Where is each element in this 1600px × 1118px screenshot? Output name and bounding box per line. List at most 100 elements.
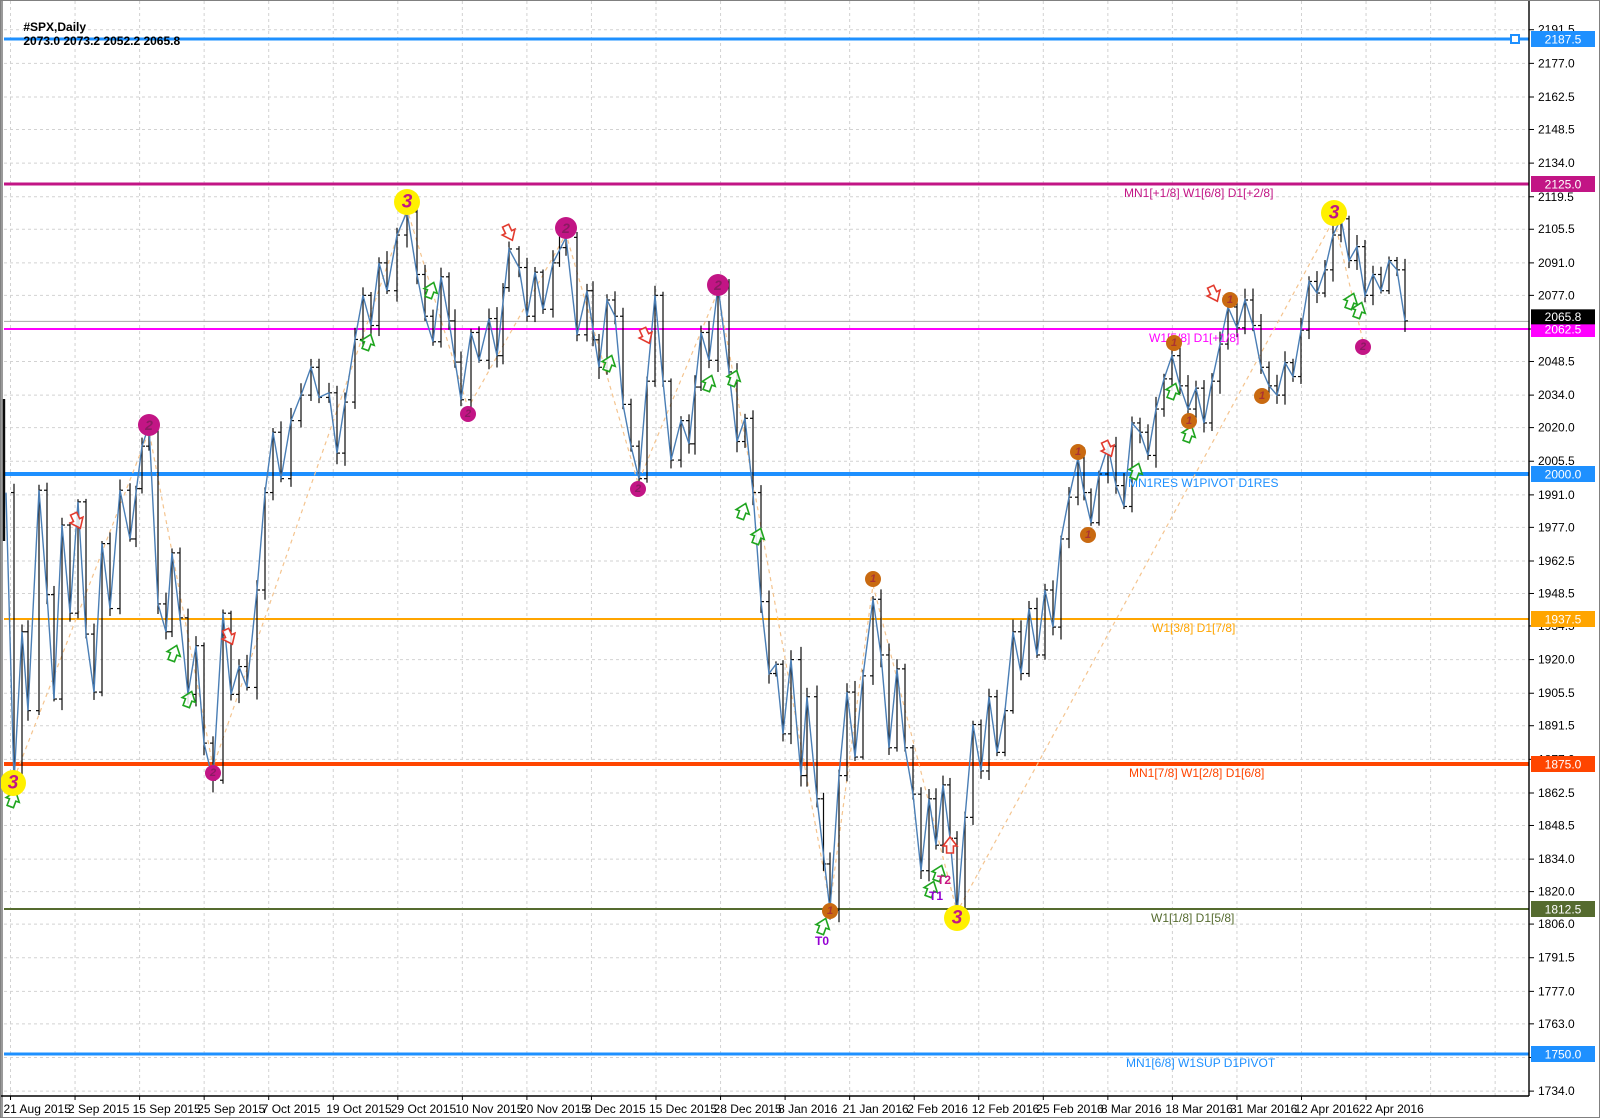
level-price-box-value: 1937.5	[1545, 613, 1582, 627]
level-price-box	[1531, 466, 1595, 482]
level-price-box-value: 2062.5	[1545, 323, 1582, 337]
level-price-box-value: 1875.0	[1545, 758, 1582, 772]
buy-arrow-icon	[725, 369, 742, 388]
wave2-small-marker	[1355, 339, 1371, 355]
price-tick-label: 1920.0	[1538, 653, 1575, 667]
date-tick-label: 15 Dec 2015	[649, 1102, 717, 1116]
wave1-marker-number: 1	[1227, 294, 1233, 306]
wave2-marker	[138, 414, 160, 436]
symbol-period-label: #SPX,Daily	[23, 20, 87, 34]
wave3-marker	[1, 770, 26, 796]
buy-arrow-icon	[600, 354, 617, 373]
date-tick-label: 8 Jan 2016	[778, 1102, 838, 1116]
buy-arrow-icon	[165, 644, 182, 663]
level-label: MN1[6/8] W1SUP D1PIVOT	[1126, 1056, 1276, 1070]
buy-arrow-icon	[922, 880, 939, 899]
wave3-marker	[944, 905, 970, 931]
sell-arrow-icon	[220, 627, 237, 646]
wave2-small-marker	[460, 406, 476, 422]
sell-arrow-icon	[500, 223, 517, 242]
buy-arrow-icon	[734, 502, 751, 521]
wave1-marker-number: 1	[1186, 415, 1192, 427]
buy-arrow-icon	[1127, 462, 1144, 481]
sell-arrow-icon	[1099, 439, 1116, 458]
wave1-marker	[1070, 444, 1086, 460]
date-tick-label: 25 Feb 2016	[1036, 1102, 1104, 1116]
price-tick-label: 2034.0	[1538, 388, 1575, 402]
level-line-handle-icon	[1510, 34, 1520, 44]
date-tick-label: 31 Mar 2016	[1230, 1102, 1298, 1116]
price-tick-label: 2077.0	[1538, 288, 1575, 302]
wave1-marker	[1222, 292, 1238, 308]
level-price-box-value: 1750.0	[1545, 1048, 1582, 1062]
wave1-marker-number: 1	[870, 573, 876, 585]
price-tick-label: 1991.0	[1538, 488, 1575, 502]
level-price-box	[1531, 321, 1595, 337]
date-tick-label: 28 Dec 2015	[714, 1102, 782, 1116]
date-tick-label: 10 Nov 2015	[455, 1102, 523, 1116]
wave1-marker	[1181, 413, 1197, 429]
wave2-small-marker-number: 2	[1359, 341, 1366, 353]
wave3-marker	[1321, 200, 1347, 226]
price-tick-label: 1791.5	[1538, 951, 1575, 965]
price-tick-label: 2048.5	[1538, 354, 1575, 368]
price-tick-label: 2148.5	[1538, 122, 1575, 136]
wave1-marker-number: 1	[1171, 337, 1177, 349]
zigzag-line	[5, 209, 1406, 915]
level-label: W1[5/8] D1[+1/8]	[1149, 331, 1239, 345]
buy-arrow-icon	[422, 281, 439, 300]
level-label: MN1[7/8] W1[2/8] D1[6/8]	[1129, 766, 1264, 780]
wave1-marker	[865, 571, 881, 587]
wave1-marker	[1166, 335, 1182, 351]
level-price-box	[1531, 176, 1595, 192]
price-tick-label: 1734.0	[1538, 1084, 1575, 1098]
price-tick-label: 1820.0	[1538, 885, 1575, 899]
price-axis: 2191.52177.02162.52148.52134.02119.52105…	[1528, 1, 1599, 1117]
ohlc-values: 2073.0 2073.2 2052.2 2065.8	[23, 34, 181, 48]
date-tick-label: 15 Sep 2015	[133, 1102, 201, 1116]
wave3-marker	[394, 189, 420, 215]
chart-title-bar: #SPX,Daily 2073.0 2073.2 2052.2 2065.8	[10, 6, 190, 62]
price-tick-label: 1962.5	[1538, 554, 1575, 568]
wave3-marker-number: 3	[402, 192, 413, 213]
date-tick-label: 19 Oct 2015	[326, 1102, 392, 1116]
wave2-small-marker	[630, 481, 646, 497]
price-tick-label: 1891.5	[1538, 719, 1575, 733]
pattern-point-label: T0	[815, 934, 829, 948]
price-tick-label: 1763.0	[1538, 1017, 1575, 1031]
wave2-small-marker	[205, 765, 221, 781]
buy-arrow-icon	[359, 333, 376, 352]
buy-arrow-icon	[700, 374, 717, 393]
level-price-box-value: 2125.0	[1545, 178, 1582, 192]
level-price-box	[1531, 611, 1595, 627]
level-price-box	[1531, 1046, 1595, 1062]
wave2-marker-number: 2	[713, 277, 722, 293]
level-label: W1[3/8] D1[7/8]	[1152, 621, 1235, 635]
price-tick-label: 2119.5	[1538, 190, 1574, 204]
buy-arrow-icon	[814, 917, 831, 936]
date-tick-label: 21 Aug 2015	[4, 1102, 72, 1116]
date-tick-label: 12 Apr 2016	[1295, 1102, 1360, 1116]
buy-arrow-icon	[749, 527, 766, 546]
date-tick-label: 29 Oct 2015	[391, 1102, 457, 1116]
level-labels: MN1[+1/8] W1[6/8] D1[+2/8] W1[5/8] D1[+1/…	[1124, 186, 1278, 1070]
price-tick-label: 2091.0	[1538, 256, 1575, 270]
sell-arrow-icon	[1205, 284, 1222, 303]
date-tick-label: 8 Mar 2016	[1101, 1102, 1162, 1116]
date-tick-label: 3 Dec 2015	[584, 1102, 646, 1116]
date-tick-label: 20 Nov 2015	[520, 1102, 588, 1116]
date-tick-label: 7 Oct 2015	[262, 1102, 321, 1116]
price-tick-label: 1834.0	[1538, 852, 1575, 866]
price-tick-label: 2134.0	[1538, 156, 1575, 170]
wave2-marker	[555, 217, 577, 239]
sell-arrow-icon	[637, 326, 654, 345]
price-tick-label: 1806.0	[1538, 917, 1575, 931]
date-tick-label: 22 Apr 2016	[1359, 1102, 1424, 1116]
sell-arrow-icon	[68, 511, 85, 530]
price-tick-label: 1777.0	[1538, 984, 1575, 998]
level-price-box-value: 2000.0	[1545, 468, 1582, 482]
pattern-point-label: T2	[937, 873, 951, 887]
level-label: W1[1/8] D1[5/8]	[1151, 911, 1234, 925]
